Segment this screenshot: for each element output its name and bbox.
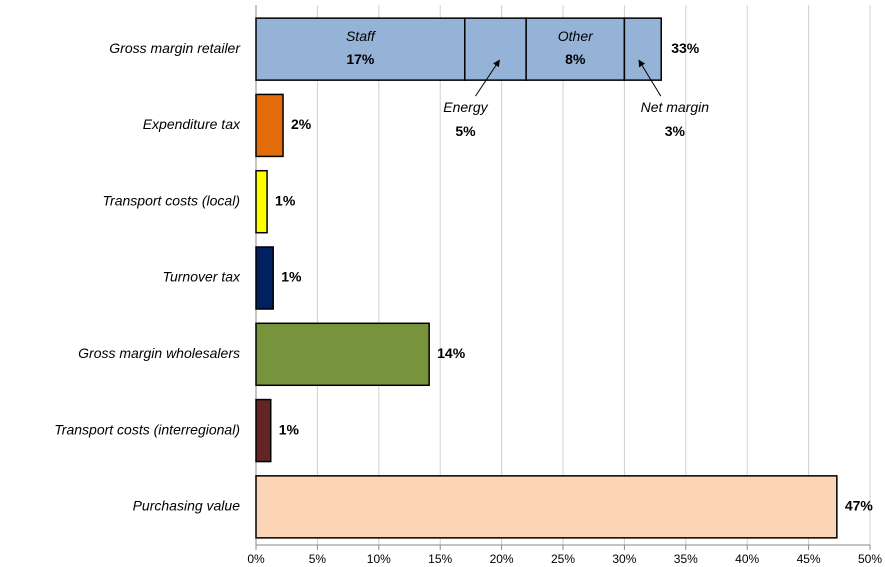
segment-label: 8% <box>565 51 586 67</box>
x-tick-label: 5% <box>309 552 327 566</box>
x-tick-label: 35% <box>674 552 698 566</box>
segment-name: Net margin <box>641 99 710 115</box>
bar <box>255 93 284 158</box>
bar <box>255 246 274 310</box>
x-tick-label: 45% <box>797 552 821 566</box>
value-label: 1% <box>279 421 300 437</box>
bar-segment <box>255 17 466 81</box>
segment-label: 3% <box>665 123 686 139</box>
x-tick-label: 0% <box>247 552 265 566</box>
y-tick-label: Turnover tax <box>162 269 241 285</box>
segment-name: Staff <box>346 28 377 44</box>
segment-name: Other <box>558 28 594 44</box>
bar <box>255 398 272 463</box>
bar-segment <box>623 17 662 81</box>
x-tick-label: 25% <box>551 552 575 566</box>
x-tick-label: 15% <box>428 552 452 566</box>
y-tick-label: Expenditure tax <box>143 116 241 132</box>
value-label: 2% <box>291 116 312 132</box>
value-label: 14% <box>437 345 466 361</box>
segment-label: 5% <box>455 123 476 139</box>
segment-name: Energy <box>443 99 488 115</box>
x-tick-label: 10% <box>367 552 391 566</box>
bar <box>255 475 838 539</box>
bar-segment <box>464 17 527 81</box>
total-label: 33% <box>671 40 700 56</box>
segment-label: 17% <box>346 51 375 67</box>
x-tick-label: 20% <box>490 552 514 566</box>
x-tick-label: 40% <box>735 552 759 566</box>
y-tick-label: Purchasing value <box>133 498 241 514</box>
x-tick-label: 50% <box>858 552 882 566</box>
bar-segment <box>525 17 626 81</box>
y-tick-label: Gross margin retailer <box>109 40 241 56</box>
callout-arrow <box>638 59 662 97</box>
y-tick-label: Transport costs (local) <box>103 192 240 208</box>
value-label: 47% <box>845 498 874 514</box>
x-tick-label: 30% <box>612 552 636 566</box>
y-tick-label: Transport costs (interregional) <box>54 421 240 437</box>
y-tick-label: Gross margin wholesalers <box>78 345 240 361</box>
bar <box>255 322 430 387</box>
value-label: 1% <box>281 269 302 285</box>
value-label: 1% <box>275 192 296 208</box>
bar <box>255 169 268 234</box>
callout-arrow <box>475 59 500 97</box>
